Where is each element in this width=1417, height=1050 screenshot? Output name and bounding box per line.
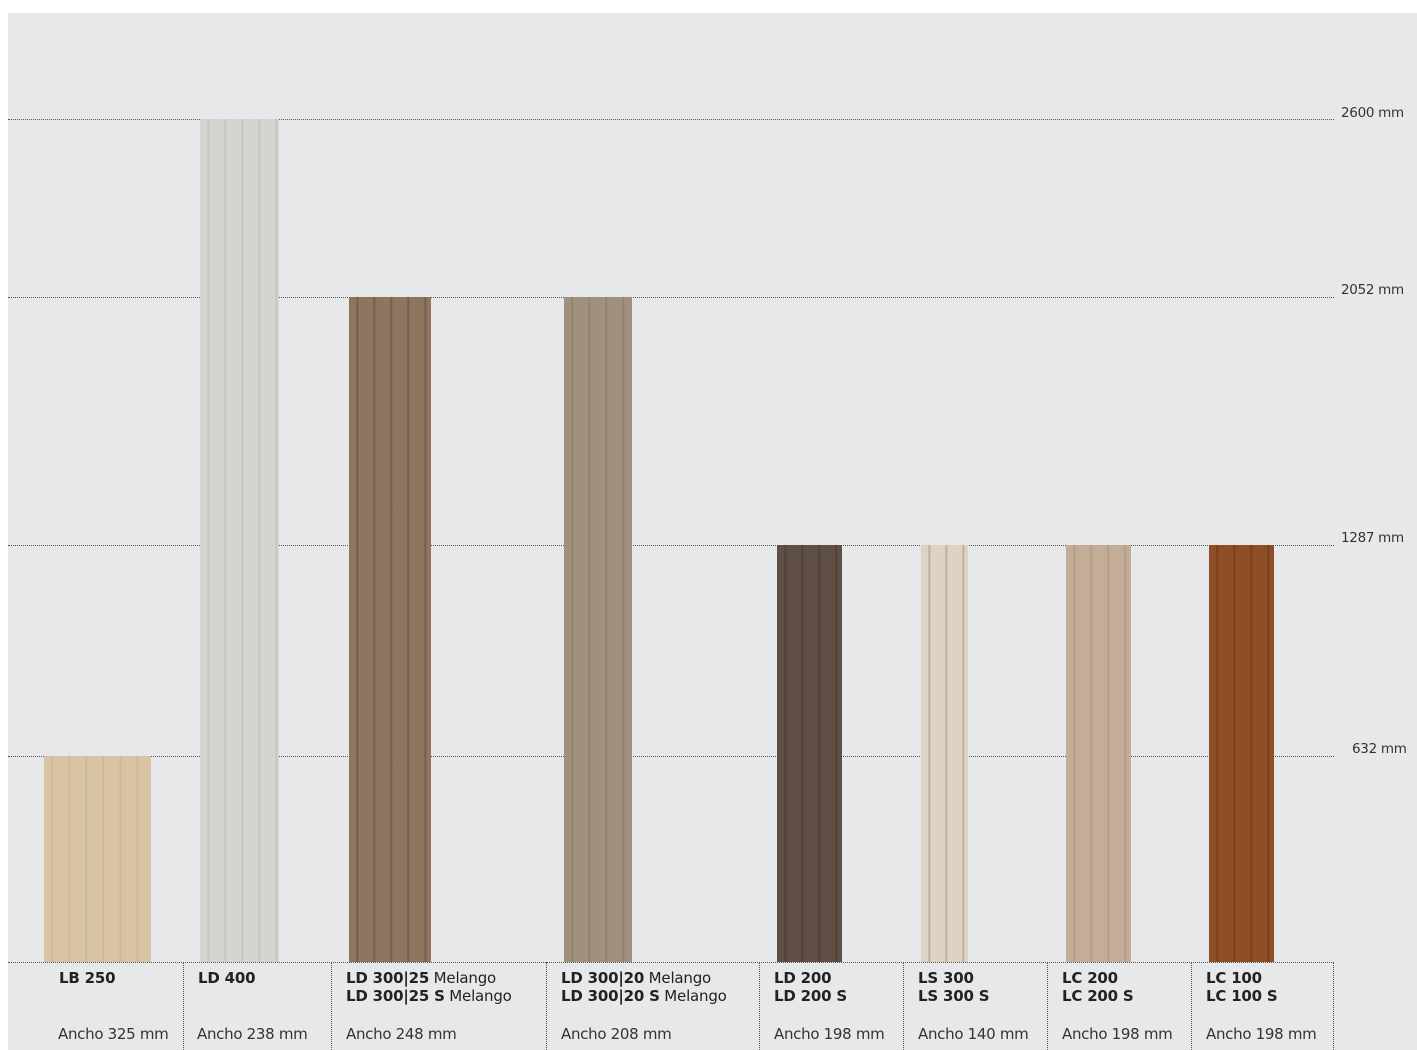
plank-ld-200 [777, 545, 842, 962]
width-label: Ancho 198 mm [1206, 1025, 1317, 1043]
product-suffix: Melango [659, 987, 727, 1005]
height-line-2052 [8, 297, 1334, 298]
column-divider [759, 962, 760, 1050]
product-name: LB 250 [59, 969, 116, 987]
plank-lc-100 [1209, 545, 1274, 962]
plank-ld-400 [200, 119, 279, 962]
product-label-ld-300-20: LD 300|20 Melango LD 300|20 S Melango [561, 969, 727, 1005]
height-label-632: 632 mm [1352, 741, 1407, 757]
column-divider [183, 962, 184, 1050]
product-name: LC 200 [1062, 969, 1118, 987]
product-name: LD 300|20 [561, 969, 645, 987]
product-label-lb-250: LB 250 [59, 969, 116, 987]
height-label-1287: 1287 mm [1341, 530, 1404, 546]
product-name-s: LS 300 S [918, 987, 990, 1005]
plank-ld-300-20 [564, 297, 632, 962]
product-name: LS 300 [918, 969, 974, 987]
product-name: LD 200 [774, 969, 832, 987]
product-name-s: LD 300|20 S [561, 987, 660, 1005]
width-label: Ancho 248 mm [346, 1025, 457, 1043]
height-line-2600 [8, 119, 1334, 120]
product-name-s: LC 200 S [1062, 987, 1134, 1005]
product-label-ld-200: LD 200 LD 200 S [774, 969, 847, 1005]
product-name-s: LD 300|25 S [346, 987, 445, 1005]
column-divider [903, 962, 904, 1050]
column-divider [331, 962, 332, 1050]
column-divider [1191, 962, 1192, 1050]
width-label: Ancho 140 mm [918, 1025, 1029, 1043]
product-name-s: LC 100 S [1206, 987, 1278, 1005]
width-label: Ancho 198 mm [1062, 1025, 1173, 1043]
height-line-632 [8, 756, 1334, 757]
product-label-lc-200: LC 200 LC 200 S [1062, 969, 1134, 1005]
product-label-ld-300-25: LD 300|25 Melango LD 300|25 S Melango [346, 969, 512, 1005]
column-divider [1047, 962, 1048, 1050]
plank-ls-300 [921, 545, 968, 962]
column-divider [1333, 962, 1334, 1050]
width-label: Ancho 325 mm [58, 1025, 169, 1043]
product-suffix: Melango [444, 987, 512, 1005]
height-label-2600: 2600 mm [1341, 105, 1404, 121]
product-label-ls-300: LS 300 LS 300 S [918, 969, 990, 1005]
product-label-ld-400: LD 400 [198, 969, 256, 987]
product-name-s: LD 200 S [774, 987, 847, 1005]
product-name: LC 100 [1206, 969, 1262, 987]
product-suffix: Melango [644, 969, 712, 987]
plank-lc-200 [1066, 545, 1131, 962]
plank-lb-250 [44, 756, 151, 962]
width-label: Ancho 198 mm [774, 1025, 885, 1043]
product-name: LD 300|25 [346, 969, 430, 987]
column-divider [546, 962, 547, 1050]
width-label: Ancho 238 mm [197, 1025, 308, 1043]
product-name: LD 400 [198, 969, 256, 987]
table-top-border [8, 962, 1334, 963]
plank-ld-300-25 [349, 297, 431, 962]
height-line-1287 [8, 545, 1334, 546]
width-label: Ancho 208 mm [561, 1025, 672, 1043]
product-label-lc-100: LC 100 LC 100 S [1206, 969, 1278, 1005]
height-label-2052: 2052 mm [1341, 282, 1404, 298]
product-suffix: Melango [429, 969, 497, 987]
